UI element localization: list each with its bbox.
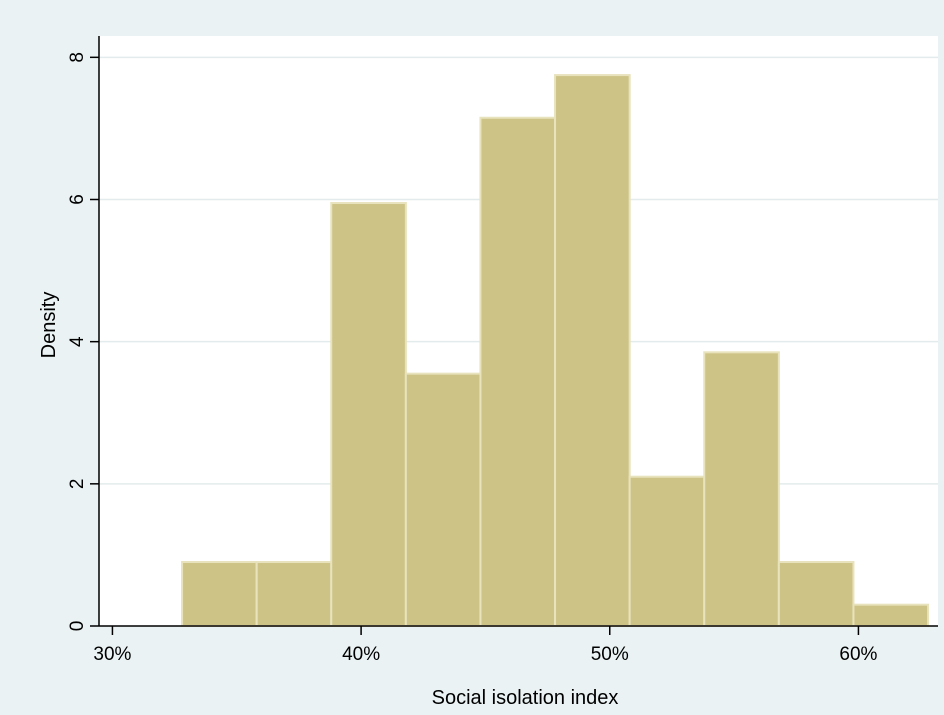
y-tick-label: 0 [67,621,88,632]
y-axis-ticks: 0 2 4 6 8 [67,52,99,631]
histogram-bar [777,561,855,628]
histogram-bar [479,116,557,628]
axes [98,36,938,627]
y-tick-label: 4 [67,336,88,347]
x-tick-label: 30% [93,644,131,665]
histogram-bar [554,74,631,628]
histogram-bars [181,74,930,628]
histogram-bar [404,372,482,627]
x-tick-label: 50% [591,644,629,665]
x-axis-ticks: 30% 40% 50% 60% [93,626,878,665]
histogram-bar [181,561,258,628]
histogram-bar [852,603,930,627]
x-tick-label: 60% [839,644,877,665]
y-tick-label: 6 [67,194,88,205]
y-tick-label: 2 [67,479,88,490]
x-tick-label: 40% [342,644,380,665]
histogram-bar [255,561,333,628]
y-axis-title: Density [38,292,60,359]
y-tick-label: 8 [67,52,88,63]
histogram-bar [628,475,706,628]
histogram-bar [703,351,780,627]
histogram-bar [330,202,407,627]
x-axis-title: Social isolation index [432,687,619,709]
